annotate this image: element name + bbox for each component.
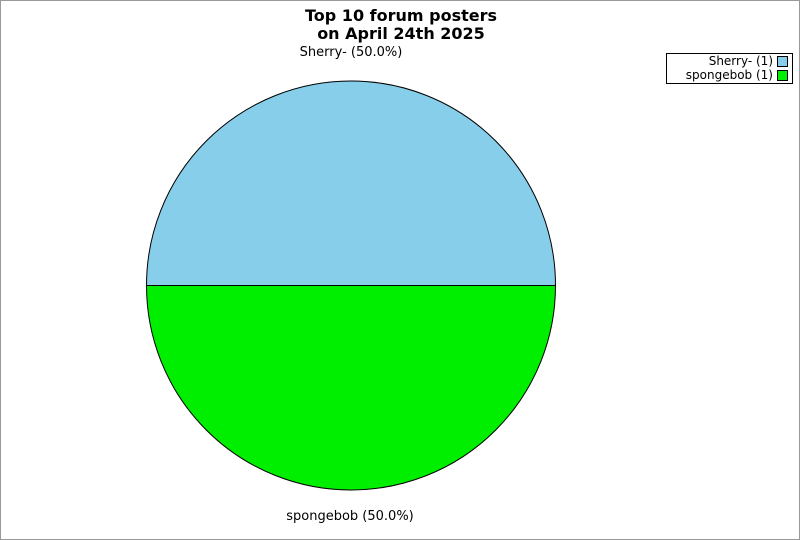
legend: Sherry- (1) spongebob (1)	[666, 53, 793, 84]
legend-swatch-sherry-icon	[777, 56, 788, 68]
chart-title-line2: on April 24th 2025	[317, 24, 485, 43]
pie-slice-spongebob	[145, 285, 557, 491]
chart-title: Top 10 forum posters on April 24th 2025	[1, 6, 799, 43]
slice-label-spongebob: spongebob (50.0%)	[286, 509, 414, 524]
legend-label-sherry: Sherry- (1)	[708, 54, 773, 69]
chart-title-line1: Top 10 forum posters	[305, 6, 497, 25]
pie-slice-sherry	[145, 80, 557, 286]
legend-label-spongebob: spongebob (1)	[685, 67, 773, 82]
slice-label-sherry: Sherry- (50.0%)	[299, 45, 403, 60]
legend-swatch-spongebob-icon	[777, 69, 788, 81]
legend-entry-sherry: Sherry- (1)	[669, 55, 788, 69]
legend-entry-spongebob: spongebob (1)	[669, 67, 788, 83]
